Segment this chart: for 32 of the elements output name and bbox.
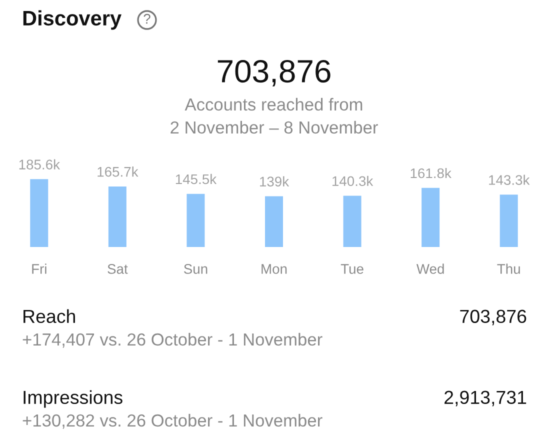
text: Accounts reached from	[184, 98, 362, 111]
text: Reach	[24, 309, 75, 324]
data-label: 139k	[260, 176, 290, 187]
bar	[30, 179, 48, 247]
bar	[264, 196, 284, 247]
bar	[108, 186, 126, 247]
data-label: 165.7k	[98, 166, 138, 177]
data-label: 145.5k	[176, 174, 217, 184]
x-tick-label: Thu	[497, 264, 520, 274]
data-label: 143.3k	[489, 174, 530, 185]
data-label: 185.6k	[19, 159, 60, 170]
x-tick-label: Wed	[416, 264, 444, 274]
text: 703,876	[218, 60, 330, 86]
bar	[422, 188, 440, 247]
x-tick-label: Sun	[184, 264, 208, 274]
x-tick-label: Tue	[340, 264, 364, 274]
text: Impressions	[24, 390, 122, 408]
x-tick-label: Fri	[32, 264, 46, 274]
bar	[186, 194, 205, 247]
bar	[500, 194, 518, 247]
text: 2,913,731	[444, 390, 526, 406]
text: +174,407 vs. 26 October - 1 November	[22, 332, 322, 348]
text: 2 November – 8 November	[170, 120, 378, 134]
data-label: 161.8k	[410, 168, 452, 178]
chart-title: Discovery	[23, 10, 122, 30]
text: +130,282 vs. 26 October - 1 November	[22, 414, 322, 429]
text: ?	[144, 14, 150, 24]
x-tick-label: Sat	[108, 264, 128, 274]
text: 703,876	[460, 310, 526, 326]
data-label: 140.3k	[332, 176, 374, 186]
x-tick-label: Mon	[262, 264, 287, 274]
bar	[343, 196, 362, 247]
